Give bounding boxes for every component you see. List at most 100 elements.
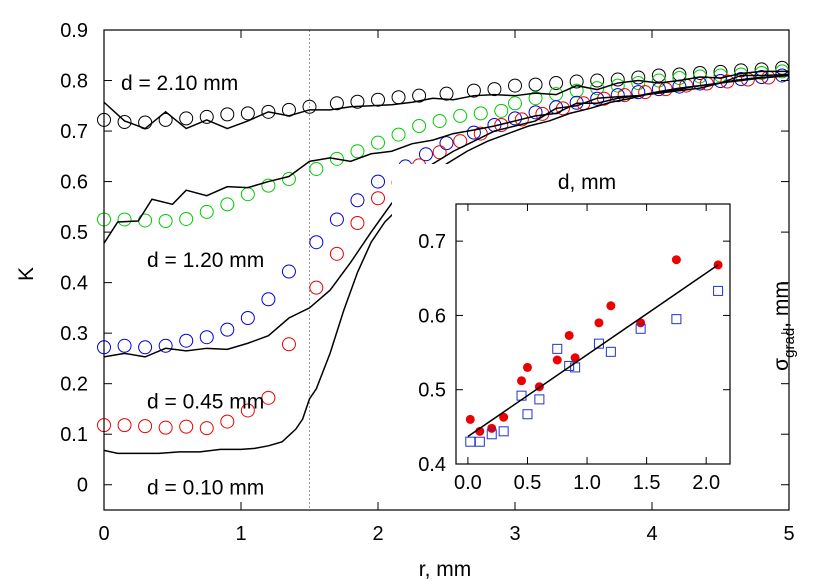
inset-y-tick-label: 0.5: [418, 380, 446, 402]
data-point: [117, 418, 132, 433]
data-point: [651, 68, 666, 83]
data-point: [508, 111, 522, 126]
model-curve-6: [103, 74, 790, 358]
y-tick-label: 0.5: [60, 222, 88, 244]
data-point: [240, 403, 255, 418]
inset-y-tick-label: 0.6: [418, 305, 446, 327]
data-point: [199, 109, 214, 124]
data-point: [371, 174, 385, 189]
main-ticks: 0 1 2 3 4 5 0 0.1 0.2 0.3 0.4 0.5 0.6 0.7 0.8 0.9: [60, 20, 794, 545]
data-point: [631, 70, 646, 85]
data-point: [617, 88, 632, 103]
data-point: [590, 73, 605, 88]
data-point: [281, 264, 296, 279]
data-point: [350, 216, 365, 231]
data-point: [117, 114, 132, 129]
data-point: [371, 135, 385, 150]
inset-ticks: 0.0 0.5 1.0 1.5 2.0 0.4 0.5 0.6 0.7: [418, 204, 730, 494]
data-point: [302, 99, 317, 114]
x-axis-title: r, mm: [419, 558, 472, 581]
inset-data-point: [552, 355, 562, 365]
inset-x-tick-label: 0.5: [514, 472, 542, 494]
x-tick-label: 0: [98, 523, 109, 545]
data-point: [569, 83, 584, 98]
data-point: [371, 191, 385, 206]
curve-labels: d = 2.10 mm d = 1.20 mm d = 0.45 mm d = 0.1…: [121, 72, 264, 499]
data-point: [528, 105, 543, 120]
inset-data-point: [671, 314, 682, 325]
inset-data-point: [636, 318, 646, 328]
data-point: [439, 86, 454, 101]
y-tick-label: 0.3: [60, 323, 88, 345]
measured-series-0: [97, 60, 790, 130]
data-point: [412, 119, 427, 133]
data-point: [651, 73, 666, 88]
data-point: [240, 311, 255, 325]
inset-data-point: [487, 423, 497, 433]
main-plot: 0 1 2 3 4 5 0 0.1 0.2 0.3 0.4 0.5 0.6 0.7 0.8 0.9 d = 2…: [15, 20, 795, 581]
data-point: [199, 204, 214, 219]
inset-y-tick-label: 0.7: [418, 231, 446, 253]
data-point: [199, 421, 214, 436]
inset-y-axis-symbol: σ: [770, 358, 793, 371]
data-point: [631, 85, 646, 100]
data-point: [138, 419, 153, 434]
x-tick-label: 5: [783, 523, 794, 545]
y-tick-label: 0.9: [60, 20, 88, 42]
curve-label: d = 1.20 mm: [147, 249, 264, 272]
inset-data-point: [465, 414, 475, 424]
data-point: [432, 113, 447, 128]
data-point: [138, 340, 153, 355]
main-series-group: [97, 60, 790, 455]
data-point: [261, 390, 276, 405]
data-point: [473, 126, 488, 141]
inset-data-point: [713, 285, 724, 296]
data-point: [179, 211, 194, 226]
data-point: [329, 246, 344, 261]
y-tick-label: 0.7: [60, 121, 88, 143]
curve-label: d = 0.45 mm: [147, 390, 264, 413]
inset-data-point: [635, 323, 646, 334]
data-point: [158, 420, 173, 435]
inset-x-tick-label: 2.0: [692, 472, 720, 494]
y-tick-label: 0.4: [60, 273, 88, 295]
data-point: [158, 338, 173, 353]
inset-y-axis-title: σgrad, mm: [770, 281, 798, 371]
y-axis-title: K: [15, 267, 38, 281]
data-point: [261, 178, 276, 193]
data-point: [590, 91, 605, 106]
data-point: [138, 213, 153, 228]
data-point: [329, 96, 344, 111]
inset-data-point: [606, 301, 616, 311]
inset-data-point: [570, 353, 580, 363]
data-point: [569, 74, 584, 89]
data-point: [281, 337, 296, 352]
inset-fit-line: [467, 264, 719, 438]
data-point: [350, 193, 365, 208]
inset-y-axis-unit: , mm: [770, 281, 793, 328]
curve-label: d = 0.10 mm: [147, 476, 264, 499]
inset-plot: 0.0 0.5 1.0 1.5 2.0 0.4 0.5 0.6 0.7 d, mm σgrad,…: [392, 164, 798, 498]
inset-y-axis-subscript: grad: [781, 328, 798, 358]
data-point: [281, 172, 296, 187]
x-tick-label: 4: [646, 523, 657, 545]
data-point: [514, 112, 529, 127]
data-point: [494, 117, 509, 132]
data-point: [734, 63, 749, 78]
inset-data-point: [552, 343, 563, 354]
inset-data-point: [499, 412, 509, 422]
inset-data-point: [474, 436, 485, 447]
inset-data-point: [465, 436, 476, 447]
data-point: [117, 338, 132, 353]
data-point: [754, 65, 769, 80]
inset-data-point: [605, 346, 616, 357]
data-point: [261, 104, 276, 119]
data-point: [466, 83, 481, 98]
model-curve-4: [103, 70, 789, 130]
y-tick-label: 0.6: [60, 172, 88, 194]
data-point: [528, 91, 543, 106]
inset-data-point: [517, 376, 527, 386]
data-point: [391, 127, 406, 142]
inset-title: d, mm: [558, 171, 616, 194]
